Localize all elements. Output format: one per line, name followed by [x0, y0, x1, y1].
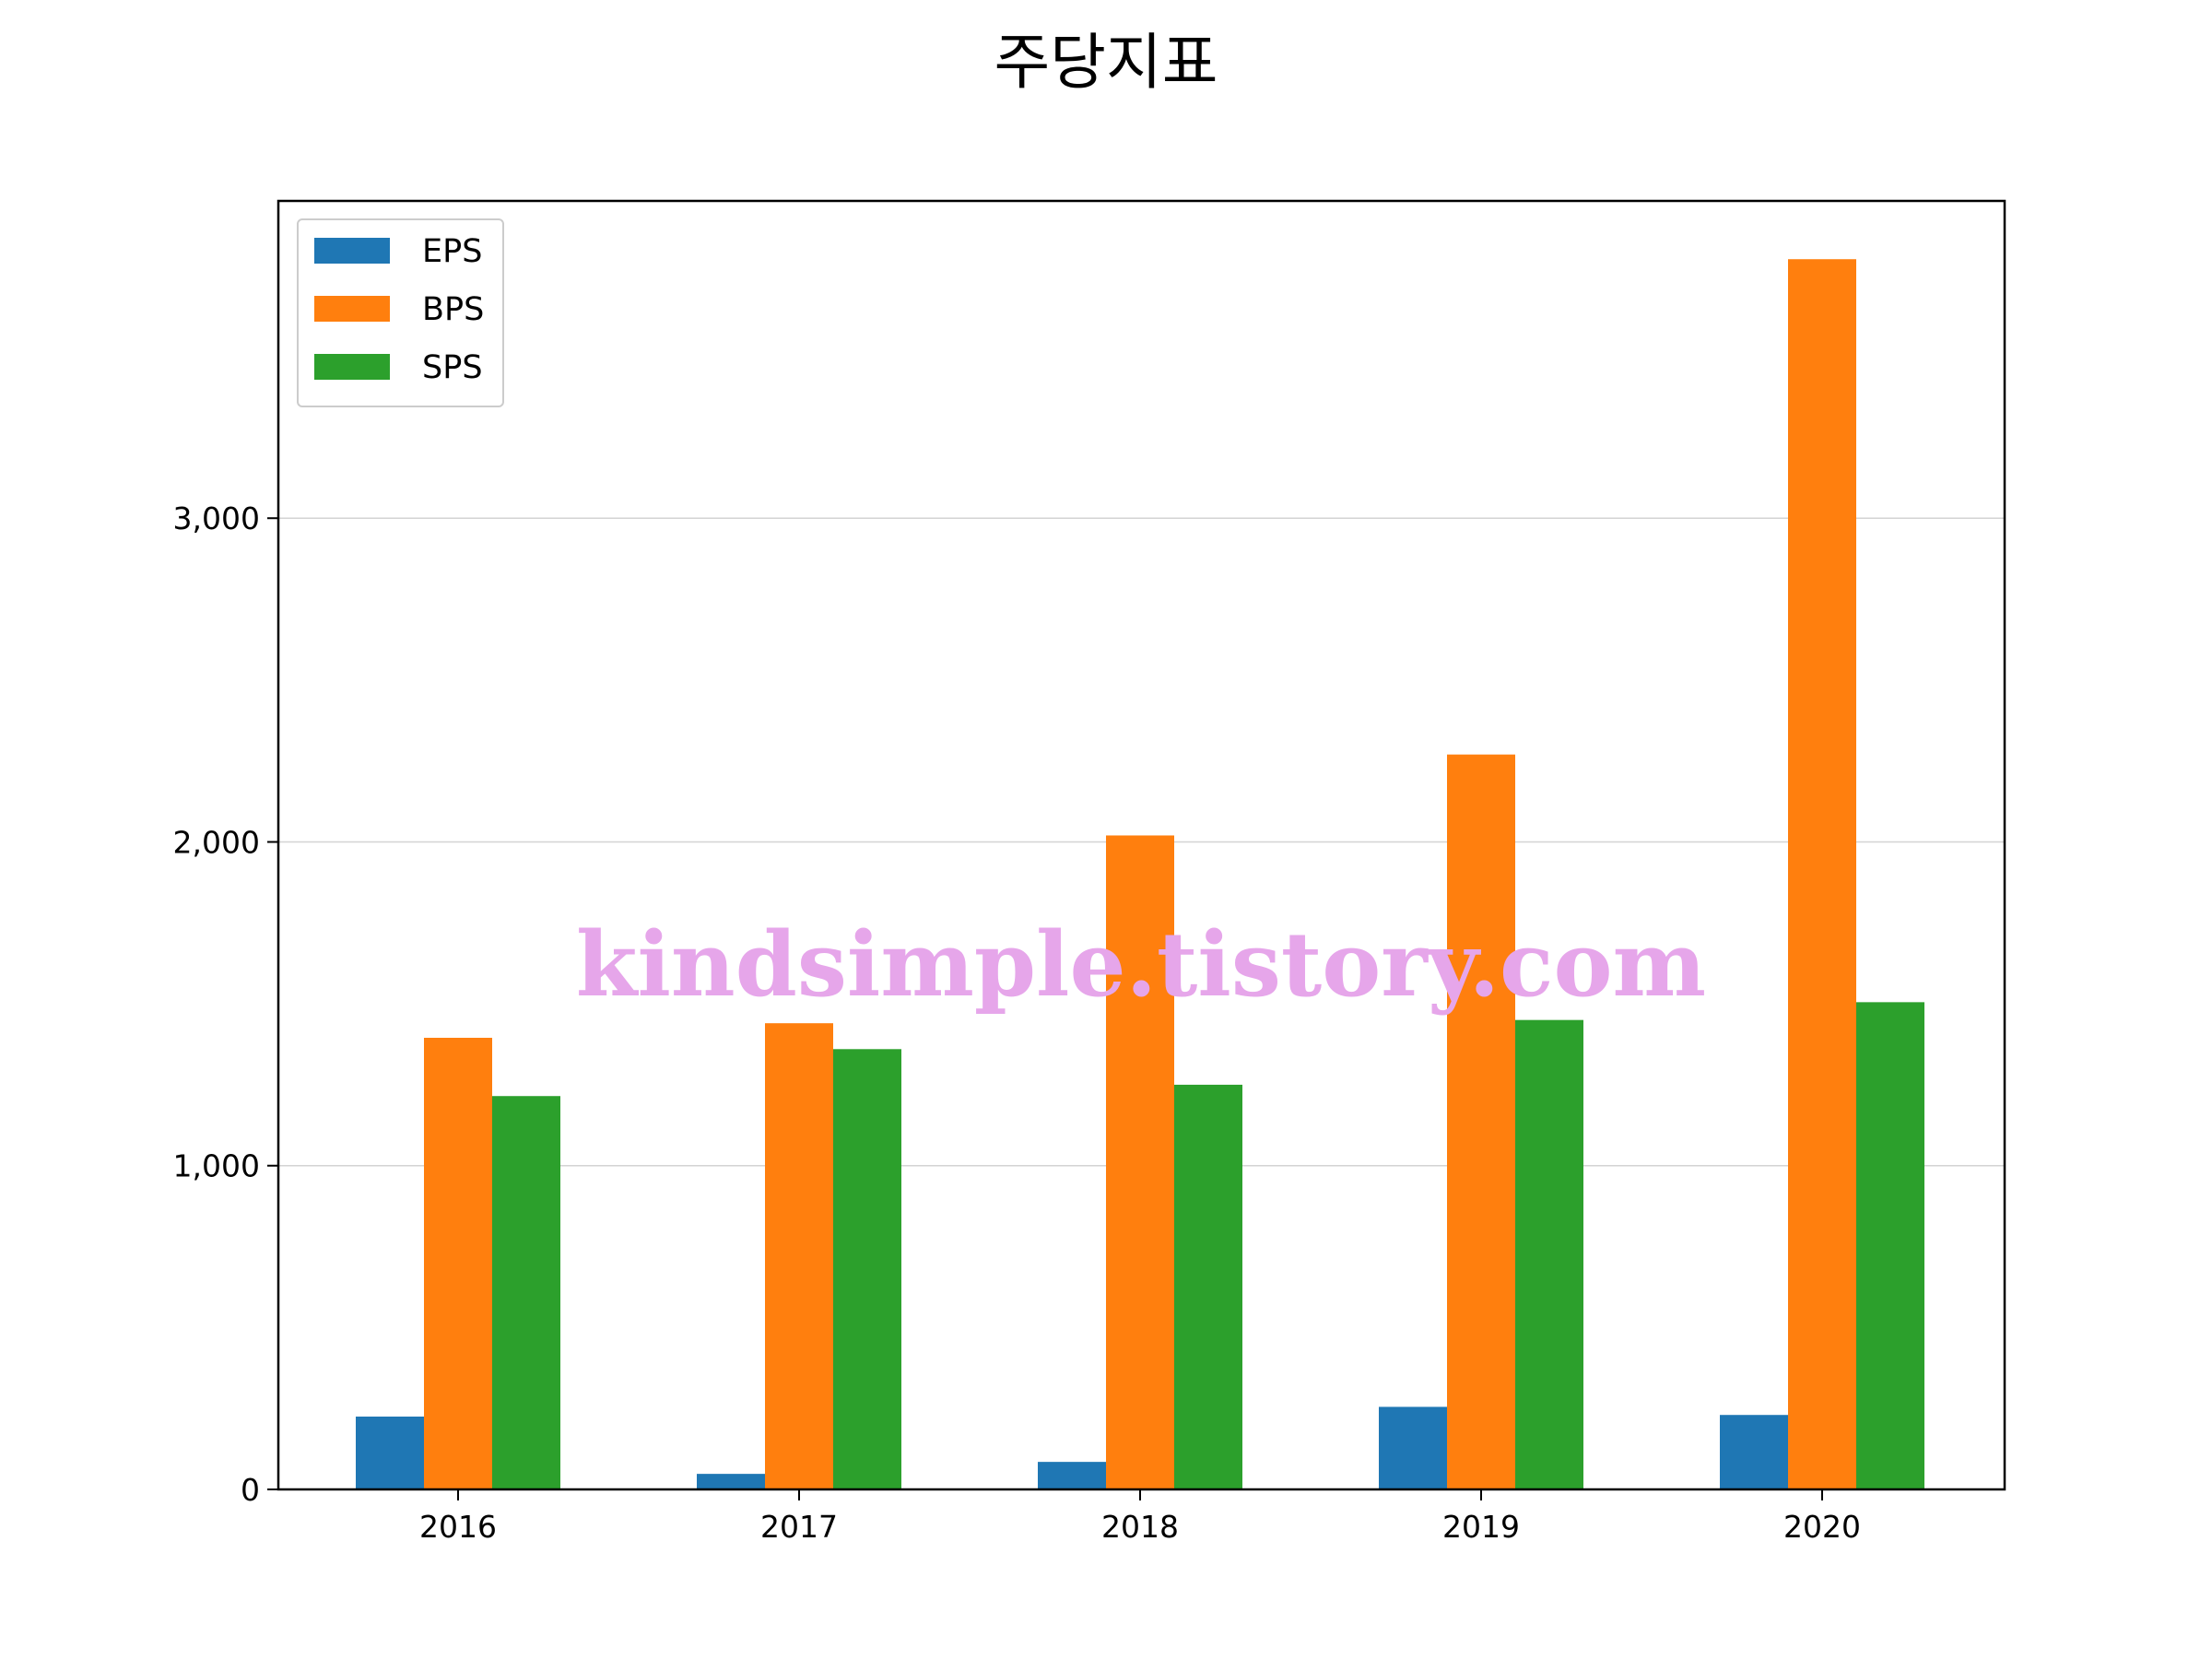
x-tick-label: 2016: [419, 1509, 497, 1545]
legend-label-sps: SPS: [422, 349, 483, 386]
x-tick-label: 2017: [760, 1509, 838, 1545]
legend-swatch-bps: [314, 296, 390, 322]
bar-sps-2020: [1856, 1002, 1924, 1489]
plot-frame: [276, 199, 2006, 1491]
bar-bps-2017: [765, 1023, 833, 1489]
x-axis: 2016 2017 2018 2019 2020: [419, 1489, 1861, 1545]
bar-sps-2016: [492, 1096, 560, 1489]
bars: [356, 259, 1924, 1490]
y-tick-label: 3,000: [173, 500, 260, 536]
bar-eps-2019: [1379, 1406, 1447, 1489]
y-axis: 0 1,000 2,000 3,000: [173, 500, 278, 1508]
legend-label-bps: BPS: [422, 291, 484, 328]
bar-eps-2016: [356, 1416, 424, 1489]
x-tick-label: 2019: [1442, 1509, 1520, 1545]
bar-eps-2020: [1720, 1415, 1788, 1489]
bar-bps-2020: [1788, 259, 1856, 1490]
bar-sps-2018: [1174, 1084, 1242, 1489]
bar-bps-2018: [1106, 835, 1174, 1489]
legend-swatch-sps: [314, 354, 390, 380]
y-tick-label: 1,000: [173, 1148, 260, 1184]
bar-eps-2018: [1038, 1462, 1106, 1489]
bar-eps-2017: [697, 1474, 765, 1489]
bar-bps-2016: [424, 1037, 492, 1489]
bar-sps-2017: [833, 1049, 901, 1489]
legend-label-eps: EPS: [422, 233, 482, 270]
x-tick-label: 2020: [1783, 1509, 1861, 1545]
watermark: kindsimple.tistory.com: [576, 912, 1706, 1017]
y-tick-label: 0: [241, 1472, 260, 1508]
y-tick-label: 2,000: [173, 824, 260, 860]
chart-title: 주당지표: [994, 27, 1218, 98]
x-tick-label: 2018: [1101, 1509, 1179, 1545]
legend: EPS BPS SPS: [297, 218, 504, 407]
bar-sps-2019: [1515, 1019, 1583, 1489]
bar-bps-2019: [1447, 754, 1515, 1489]
legend-swatch-eps: [314, 238, 390, 264]
